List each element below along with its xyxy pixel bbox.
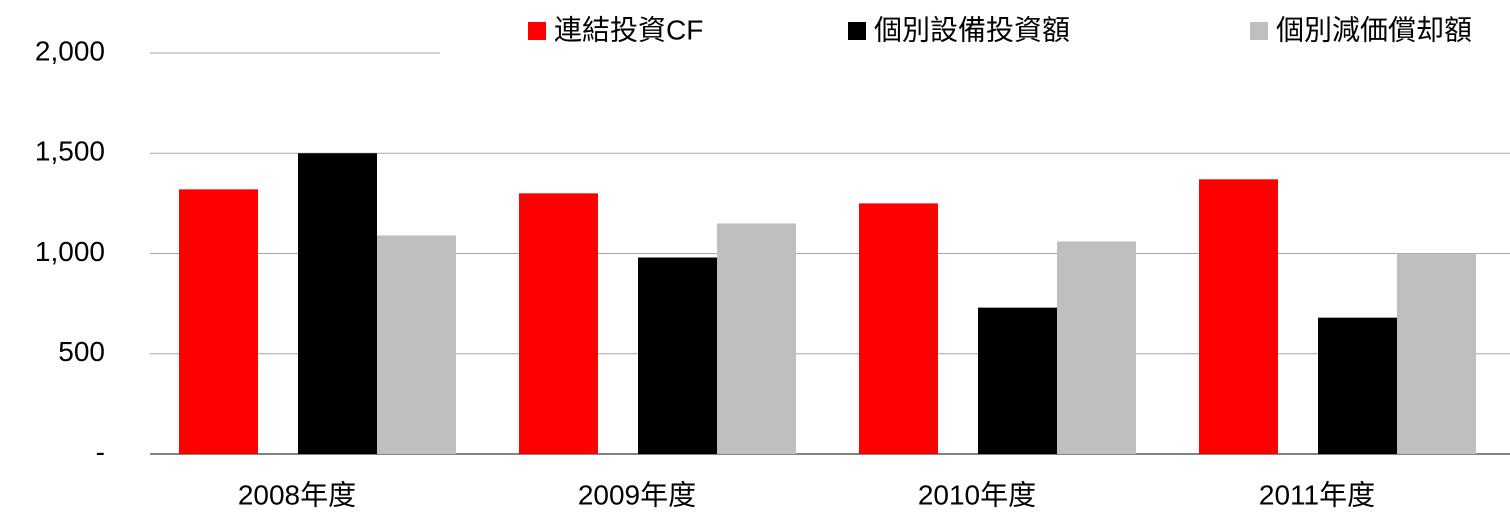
legend-label: 個別設備投資額 <box>874 14 1070 45</box>
bar <box>1397 253 1476 454</box>
y-tick-label: - <box>96 436 105 467</box>
bar <box>1318 317 1397 454</box>
legend-label: 連結投資CF <box>554 14 703 45</box>
bar <box>638 257 717 454</box>
bar <box>1199 179 1278 454</box>
legend-swatch <box>1250 22 1268 40</box>
x-tick-label: 2011年度 <box>1259 479 1375 510</box>
bar <box>519 193 598 454</box>
y-tick-label: 2,000 <box>35 35 105 66</box>
bar <box>1057 241 1136 454</box>
legend-background <box>440 0 1510 66</box>
bar <box>978 307 1057 454</box>
bar <box>859 203 938 454</box>
bar <box>179 189 258 454</box>
legend-swatch <box>848 22 866 40</box>
bar <box>298 153 377 454</box>
bar <box>717 223 796 454</box>
bar <box>377 235 456 454</box>
x-tick-label: 2008年度 <box>238 479 356 510</box>
y-tick-label: 1,500 <box>35 136 105 167</box>
legend-swatch <box>528 22 546 40</box>
y-tick-label: 500 <box>58 336 105 367</box>
y-tick-label: 1,000 <box>35 236 105 267</box>
x-tick-label: 2010年度 <box>918 479 1036 510</box>
legend-label: 個別減価償却額 <box>1276 14 1472 45</box>
x-tick-label: 2009年度 <box>578 479 696 510</box>
